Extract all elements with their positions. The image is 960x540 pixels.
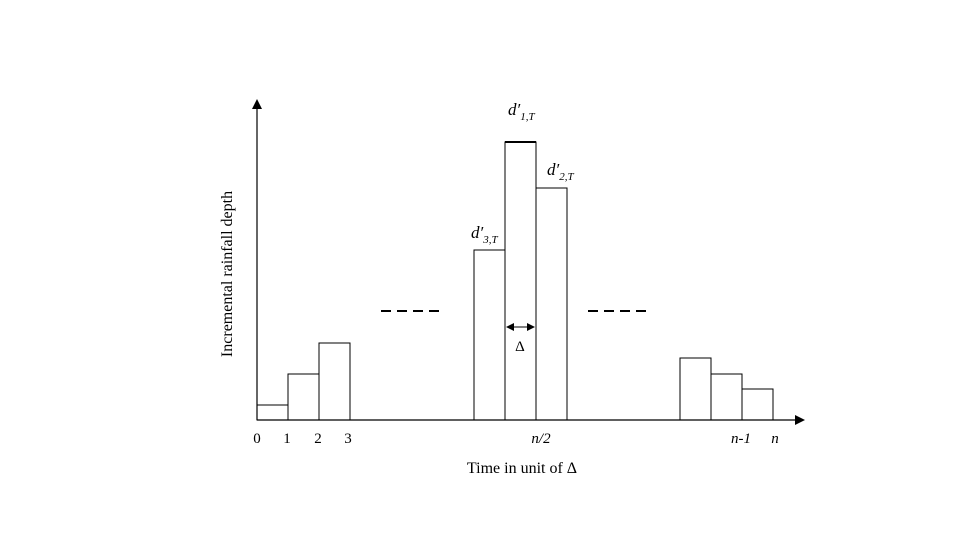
bar-interval-n (741, 388, 774, 421)
x-tick-n: n (771, 431, 779, 447)
bar-largest (504, 141, 537, 421)
bar-interval-1 (256, 404, 289, 421)
x-tick-3: 3 (344, 431, 352, 447)
bar-second-largest (535, 187, 568, 421)
interval-label: Δ (515, 339, 525, 355)
x-axis-title: Time in unit of Δ (467, 460, 577, 477)
bar-third-largest (473, 249, 506, 421)
bar-interval-n-2 (679, 357, 712, 421)
x-tick-2: 2 (314, 431, 322, 447)
y-axis-title: Incremental rainfall depth (219, 191, 236, 357)
bar-label-second: d′2,T (547, 160, 574, 183)
bar-label-third: d′3,T (471, 223, 498, 246)
bar-interval-3 (318, 342, 351, 421)
bar-label-first: d′1,T (508, 100, 535, 123)
x-tick-1: 1 (283, 431, 291, 447)
x-tick-n-minus-1: n-1 (731, 431, 751, 447)
x-tick-mid: n/2 (531, 431, 551, 447)
x-tick-0: 0 (253, 431, 261, 447)
bar-interval-2 (287, 373, 320, 421)
bar-interval-n-1 (710, 373, 743, 421)
